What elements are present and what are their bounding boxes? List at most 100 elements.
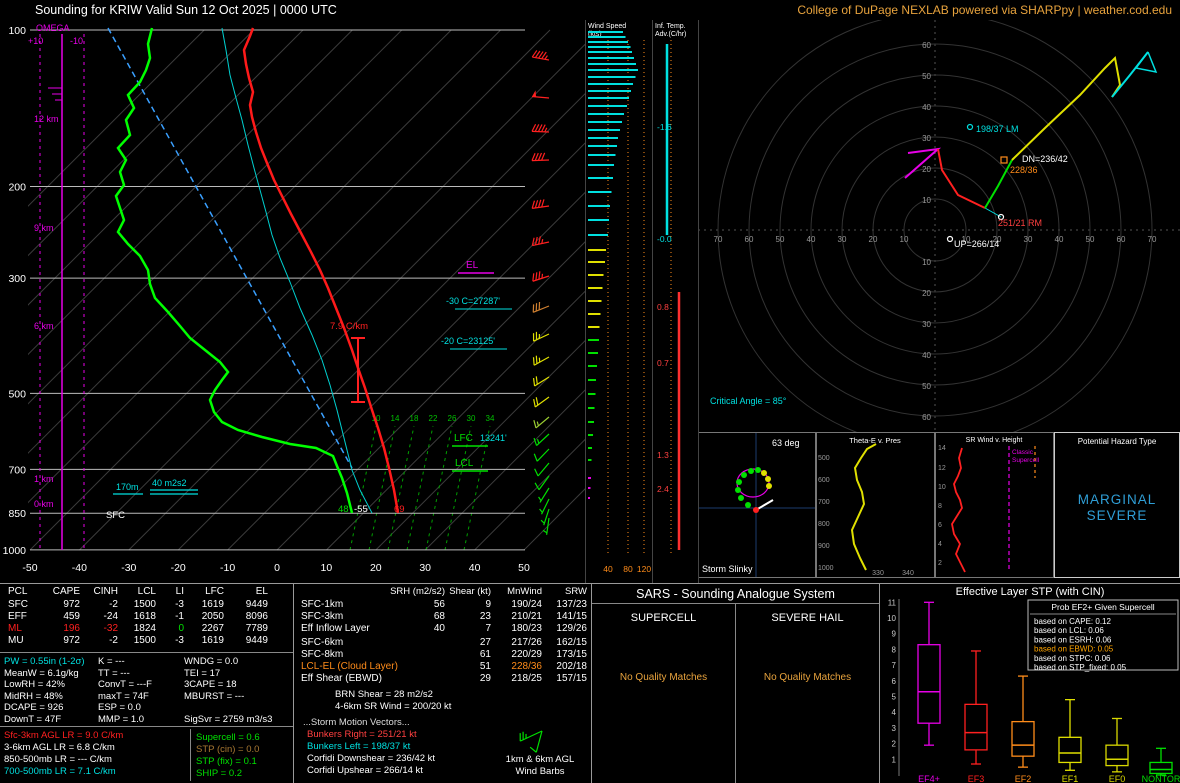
svg-text:Supercell: Supercell bbox=[1012, 457, 1040, 464]
svg-text:Critical Angle = 85°: Critical Angle = 85° bbox=[710, 396, 787, 406]
svg-text:50: 50 bbox=[776, 235, 785, 244]
svg-text:600: 600 bbox=[818, 477, 830, 484]
svg-text:9 km: 9 km bbox=[34, 223, 54, 233]
svg-text:10: 10 bbox=[922, 196, 931, 205]
svg-text:50: 50 bbox=[922, 382, 931, 391]
text-item: ML bbox=[8, 623, 22, 634]
svg-text:SFC: SFC bbox=[106, 510, 125, 521]
text-item: 0 bbox=[178, 623, 184, 634]
text-item: Supercell = 0.6 bbox=[196, 732, 260, 743]
svg-text:30: 30 bbox=[922, 134, 931, 143]
text-item: ESP = 0.0 bbox=[98, 702, 141, 713]
text-item: Eff Shear (EBWD) bbox=[301, 673, 382, 684]
svg-text:300: 300 bbox=[8, 273, 26, 285]
text-item: -3 bbox=[175, 599, 184, 610]
svg-text:Inf. Temp.: Inf. Temp. bbox=[655, 23, 686, 30]
svg-text:251/21 RM: 251/21 RM bbox=[998, 218, 1042, 228]
text-item: Shear (kt) bbox=[449, 586, 491, 597]
text-item: DCAPE = 926 bbox=[4, 702, 64, 713]
text-item: 180/23 bbox=[511, 623, 542, 634]
svg-text:340: 340 bbox=[902, 570, 914, 577]
svg-text:80: 80 bbox=[623, 564, 633, 574]
divider-adv-hodo bbox=[698, 20, 699, 583]
temperature-profile bbox=[242, 27, 400, 514]
sr-wind-plot: SR Wind v. Height 14 12 10 8 6 4 2 ClassicSuperc… bbox=[935, 432, 1054, 578]
svg-text:Storm Slinky: Storm Slinky bbox=[702, 564, 753, 574]
text-item: 218/25 bbox=[511, 673, 542, 684]
text-item: LowRH = 42% bbox=[4, 679, 65, 690]
svg-text:6: 6 bbox=[938, 522, 942, 529]
svg-text:20: 20 bbox=[922, 165, 931, 174]
text-item: MU bbox=[8, 635, 24, 646]
divider-kinem-sars bbox=[591, 583, 592, 783]
text-item: K = --- bbox=[98, 656, 125, 667]
text-item: 196 bbox=[63, 623, 80, 634]
svg-text:-30 C=27287': -30 C=27287' bbox=[446, 296, 500, 306]
text-item: 141/15 bbox=[556, 611, 587, 622]
text-item: 173/15 bbox=[556, 649, 587, 660]
text-item: 1619 bbox=[201, 599, 224, 610]
text-item: 1824 bbox=[133, 623, 156, 634]
text-item: 157/15 bbox=[556, 673, 587, 684]
svg-text:50: 50 bbox=[518, 562, 530, 574]
text-item: LFC bbox=[205, 586, 224, 597]
text-item: -32 bbox=[103, 623, 118, 634]
text-item: 27 bbox=[479, 637, 491, 648]
text-item: 7789 bbox=[245, 623, 268, 634]
svg-text:10: 10 bbox=[321, 562, 333, 574]
svg-text:12 km: 12 km bbox=[34, 114, 59, 124]
text-item: 8096 bbox=[245, 611, 268, 622]
svg-text:0 km: 0 km bbox=[34, 499, 54, 509]
text-item: MeanW = 6.1g/kg bbox=[4, 667, 79, 679]
text-item: -1 bbox=[175, 611, 184, 622]
svg-text:0.7: 0.7 bbox=[657, 358, 669, 368]
svg-text:OMEGA: OMEGA bbox=[36, 23, 70, 33]
text-item: DownT = 47F bbox=[4, 713, 62, 725]
svg-text:200: 200 bbox=[8, 182, 26, 194]
text-item: CINH bbox=[93, 586, 118, 597]
wind-speed-strip: Wind Speed(kts) 40 80 120 bbox=[588, 23, 651, 574]
wetbulb-profile bbox=[221, 27, 373, 514]
svg-text:EF1: EF1 bbox=[1062, 774, 1079, 783]
text-item: LCL-EL (Cloud Layer) bbox=[301, 661, 398, 672]
svg-text:EF4+: EF4+ bbox=[918, 774, 940, 783]
sars-hail-result: No Quality Matches bbox=[763, 672, 852, 683]
text-item: 972 bbox=[63, 599, 80, 610]
svg-text:6: 6 bbox=[892, 677, 897, 686]
svg-text:SEVERE: SEVERE bbox=[1087, 508, 1148, 523]
thermodynamics-panel: PCL CAPE CINH LCL LI LFC EL SFC 972 -2 1500 -3 1619 9… bbox=[0, 583, 293, 783]
pressure-gridlines: 100 200 300 500 700 850 1000 bbox=[3, 25, 525, 557]
text-item: 1500 bbox=[133, 599, 156, 610]
text-item: 700-500mb LR = 7.1 C/km bbox=[4, 766, 116, 777]
svg-text:7: 7 bbox=[892, 661, 897, 670]
svg-text:22: 22 bbox=[429, 414, 438, 423]
temp-advection-panel: Inf. Temp.Adv.(C/hr) -1.6 -0.0 0.8 0.7 1.3 2.4 bbox=[655, 23, 686, 555]
mixing-ratio-labels: 10 14 18 22 26 30 34 bbox=[372, 414, 495, 423]
svg-text:228/36: 228/36 bbox=[1010, 165, 1038, 175]
svg-text:12: 12 bbox=[938, 465, 946, 472]
sars-hail-header: SEVERE HAIL bbox=[771, 612, 844, 624]
text-item: ConvT = ---F bbox=[98, 679, 152, 690]
svg-text:based on LCL: 0.06: based on LCL: 0.06 bbox=[1034, 626, 1104, 635]
svg-text:11: 11 bbox=[888, 598, 897, 607]
svg-text:EF0: EF0 bbox=[1109, 774, 1126, 783]
text-item: 202/18 bbox=[556, 661, 587, 672]
svg-text:40: 40 bbox=[1055, 235, 1064, 244]
text-item: 23 bbox=[479, 611, 491, 622]
text-item: 217/26 bbox=[511, 637, 542, 648]
svg-text:14: 14 bbox=[938, 445, 946, 452]
svg-text:900: 900 bbox=[818, 543, 830, 550]
storm-slinky-panel: 63 deg Storm Slinky bbox=[698, 432, 816, 578]
text-item: WNDG = 0.0 bbox=[184, 656, 239, 667]
text-item: STP (cin) = 0.0 bbox=[196, 744, 260, 755]
svg-text:LCL: LCL bbox=[455, 458, 474, 469]
svg-text:60: 60 bbox=[745, 235, 754, 244]
hodograph-trace bbox=[904, 51, 1158, 218]
text-item: MBURST = --- bbox=[184, 690, 245, 702]
text-item: 2267 bbox=[201, 623, 224, 634]
mixing-ratio-lines bbox=[349, 425, 491, 551]
text-item: maxT = 74F bbox=[98, 690, 149, 702]
svg-text:(kts): (kts) bbox=[588, 31, 602, 38]
svg-text:40: 40 bbox=[603, 564, 613, 574]
